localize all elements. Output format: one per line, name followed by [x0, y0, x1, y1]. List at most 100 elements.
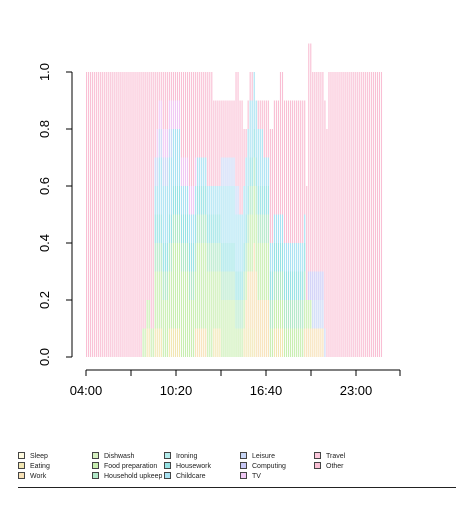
bar-segment-food-preparation — [267, 243, 269, 300]
bar-segment-other — [138, 72, 140, 357]
bar-segment-other — [219, 100, 221, 186]
bar-segment-computing — [314, 271, 316, 300]
bar-segment-other — [285, 100, 288, 243]
bar-segment-food-preparation — [310, 300, 312, 329]
bar-segment-other — [184, 72, 187, 158]
bar-segment-childcare — [267, 157, 269, 186]
bar-segment-other — [336, 72, 338, 357]
bar-segment-other — [292, 100, 294, 243]
bar-segment-other — [134, 72, 136, 357]
bar-segment-food-preparation — [195, 271, 197, 329]
bar-segment-food-preparation — [245, 271, 247, 300]
bar-segment-housework — [158, 214, 160, 243]
bar-segment-eating — [277, 328, 280, 357]
bar-segment-other — [265, 100, 267, 158]
bar-segment-household-upkeep — [304, 271, 306, 300]
y-tick-label: 1.0 — [37, 63, 52, 81]
legend-swatch — [18, 452, 25, 459]
bar-segment-other — [380, 72, 383, 357]
bar-segment-childcare — [193, 214, 195, 243]
bar-segment-other — [126, 72, 128, 357]
bar-segment-leisure — [162, 157, 164, 186]
stacked-bar-chart: 0.0 0.2 0.4 0.6 0.8 1.0 04:00 10:20 16:40 23:00 — [37, 43, 401, 398]
bar-segment-other — [146, 72, 148, 300]
bar-segment-tv — [160, 100, 162, 129]
bar-segment-other — [132, 72, 134, 357]
bar-segment-housework — [296, 271, 298, 300]
bar-segment-food-preparation — [275, 300, 277, 329]
bar-segment-work — [255, 271, 257, 357]
bar-segment-other — [191, 72, 193, 186]
bar-segment-leisure — [168, 129, 170, 158]
bar-segment-housework — [263, 186, 265, 215]
bar-segment-other — [316, 72, 318, 272]
bar-segment-other — [205, 72, 207, 158]
bar-segment-household-upkeep — [162, 271, 164, 300]
bar-segment-work — [197, 328, 199, 357]
bar-segment-other — [358, 72, 360, 357]
x-tick-label: 04:00 — [70, 383, 103, 398]
bar-segment-housework — [283, 271, 286, 300]
bar-segment-other — [376, 72, 378, 357]
bar-segment-housework — [259, 186, 261, 215]
bar-segment-tv — [158, 100, 160, 129]
bar-segment-computing — [322, 271, 324, 300]
bar-segment-other — [227, 100, 229, 158]
bar-segment-leisure — [235, 186, 237, 215]
bar-segment-childcare — [257, 129, 259, 186]
bar-segment-housework — [187, 214, 189, 243]
legend-rule — [18, 487, 456, 488]
bar-segment-food-preparation — [189, 300, 191, 357]
bar-segment-housework — [257, 186, 259, 215]
bar-segment-eating — [174, 328, 176, 357]
bar-segment-other — [120, 72, 122, 357]
bar-segment-household-upkeep — [207, 243, 209, 272]
bar-segment-eating — [247, 328, 249, 357]
bar-segment-housework — [275, 243, 277, 272]
bar-segment-food-preparation — [251, 214, 253, 272]
bar-segment-housework — [292, 271, 294, 300]
legend-item: Leisure — [240, 452, 275, 461]
bar-segment-household-upkeep — [193, 271, 195, 300]
bar-segment-childcare — [201, 157, 203, 186]
bar-segment-eating — [217, 328, 219, 357]
bar-segment-other — [340, 72, 342, 357]
bar-segment-leisure — [166, 157, 168, 186]
legend-item: Travel — [314, 452, 345, 461]
bar-segment-other — [199, 72, 201, 158]
bar-segment-household-upkeep — [174, 214, 176, 243]
bar-segment-other — [150, 72, 152, 329]
bar-segment-household-upkeep — [300, 300, 302, 329]
bar-segment-tv — [164, 129, 166, 158]
bar-segment-other — [352, 72, 354, 357]
bar-segment-other — [124, 72, 126, 357]
legend: Sleep Eating Work Dishwash Food preparation H… — [18, 452, 458, 487]
bar-segment-leisure — [156, 157, 158, 186]
bar-segment-work — [261, 300, 263, 357]
bar-segment-other — [203, 72, 205, 158]
bar-segment-other — [366, 72, 368, 357]
bar-segment-other — [279, 72, 282, 215]
bar-segment-work — [263, 300, 265, 357]
legend-swatch — [240, 462, 247, 469]
bar-segment-food-preparation — [304, 300, 306, 329]
bar-segment-childcare — [184, 186, 187, 215]
bar-segment-food-preparation — [290, 328, 292, 357]
bar-segment-childcare — [283, 243, 286, 272]
bar-segment-food-preparation — [257, 243, 259, 300]
legend-item: TV — [240, 472, 261, 481]
bar-segment-food-preparation — [221, 300, 223, 357]
legend-label: Eating — [30, 463, 50, 470]
bar-segment-household-upkeep — [235, 300, 237, 329]
bar-segment-housework — [269, 271, 271, 300]
bar-segment-other — [140, 72, 142, 357]
bar-segment-tv — [176, 100, 179, 129]
bar-segment-eating — [243, 328, 245, 357]
bar-segment-food-preparation — [225, 300, 227, 357]
bar-segment-other — [142, 72, 144, 329]
bar-segment-housework — [176, 186, 179, 215]
bar-segment-childcare — [304, 214, 306, 243]
legend-swatch — [92, 452, 99, 459]
bar-segment-food-preparation — [182, 271, 185, 357]
bar-segment-other — [90, 72, 92, 357]
